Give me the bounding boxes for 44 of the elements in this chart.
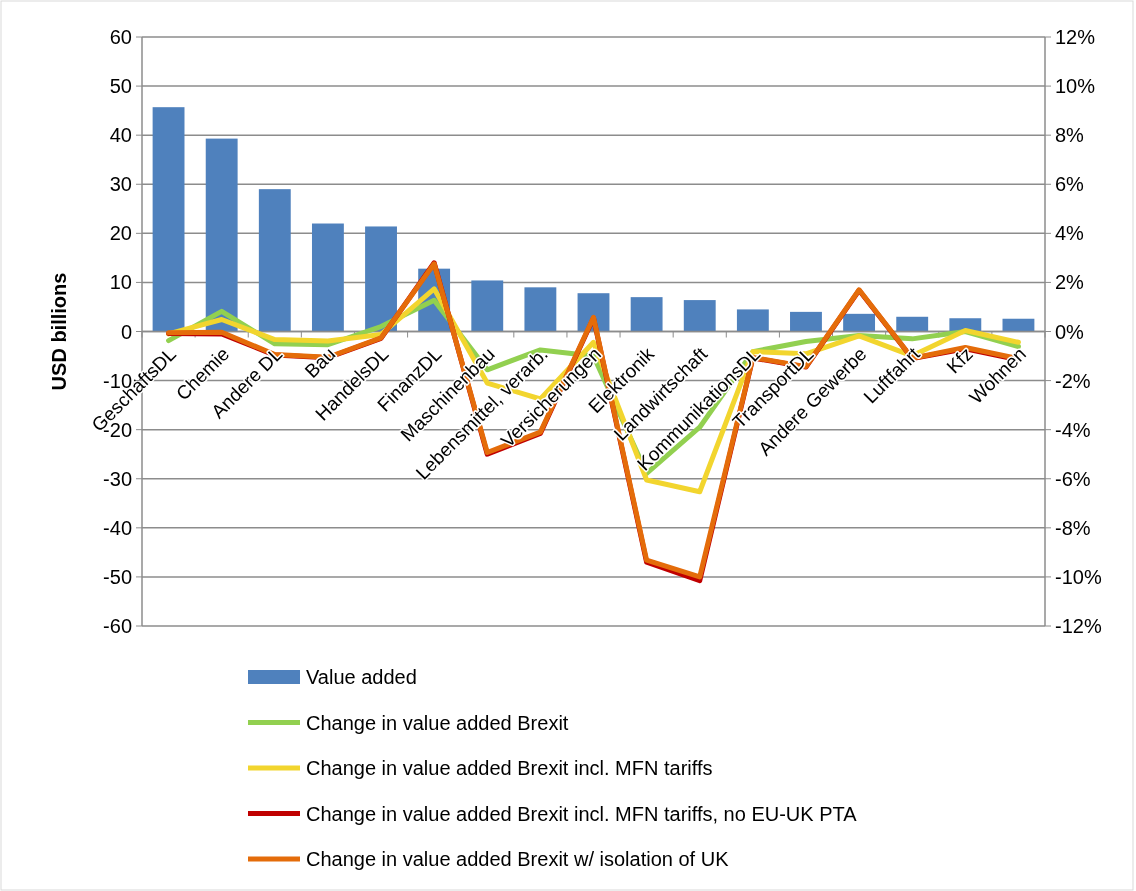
y2-tick-label: -6% bbox=[1055, 467, 1091, 490]
bar bbox=[683, 300, 716, 332]
y2-tick-label: -4% bbox=[1055, 418, 1091, 441]
bar bbox=[843, 313, 876, 332]
bar bbox=[1002, 318, 1035, 332]
y2-tick-label: 6% bbox=[1055, 173, 1085, 196]
y2-tick-label: 0% bbox=[1055, 320, 1085, 343]
legend-label: Change in value added Brexit incl. MFN tariffs bbox=[306, 757, 713, 779]
legend-label: Change in value added Brexit bbox=[306, 711, 569, 734]
bar bbox=[152, 107, 185, 332]
y-tick-label: 10 bbox=[109, 271, 132, 294]
y-tick-label: -40 bbox=[103, 516, 132, 539]
y2-tick-label: 8% bbox=[1055, 124, 1085, 147]
bar bbox=[790, 311, 822, 332]
y2-tick-label: -2% bbox=[1055, 369, 1091, 392]
y-tick-label: 50 bbox=[109, 75, 132, 98]
y-tick-label: 0 bbox=[120, 320, 132, 343]
bar bbox=[630, 297, 663, 332]
y-tick-label: -50 bbox=[103, 565, 132, 588]
y-tick-label: 60 bbox=[109, 26, 132, 48]
y-tick-label: 30 bbox=[109, 173, 132, 196]
y-tick-label: -60 bbox=[103, 615, 132, 637]
legend-label: Value added bbox=[306, 666, 417, 688]
bar bbox=[365, 226, 397, 332]
y2-tick-label: -12% bbox=[1055, 615, 1102, 637]
y2-tick-label: 10% bbox=[1055, 75, 1096, 98]
y2-tick-label: 2% bbox=[1055, 271, 1085, 294]
legend-label: Change in value added Brexit incl. MFN tariffs, no EU-UK PTA bbox=[306, 802, 858, 825]
bar bbox=[896, 316, 929, 332]
y-axis-title: USD billions bbox=[48, 272, 70, 391]
y2-tick-label: -10% bbox=[1055, 565, 1102, 588]
bar bbox=[736, 309, 769, 332]
bar bbox=[258, 189, 291, 332]
bar bbox=[205, 138, 238, 332]
y-tick-label: 40 bbox=[109, 124, 132, 147]
y2-tick-label: -8% bbox=[1055, 516, 1091, 539]
y2-tick-label: 12% bbox=[1055, 26, 1096, 48]
bar bbox=[524, 287, 557, 332]
bar bbox=[471, 280, 504, 332]
legend-label: Change in value added Brexit w/ isolation of UK bbox=[306, 848, 730, 870]
bar bbox=[311, 223, 344, 332]
y-tick-label: 20 bbox=[109, 222, 132, 245]
y2-tick-label: 4% bbox=[1055, 222, 1085, 245]
y-tick-label: -30 bbox=[103, 467, 132, 490]
